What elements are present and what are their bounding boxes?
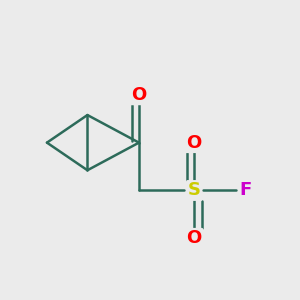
Text: O: O: [187, 134, 202, 152]
Text: O: O: [131, 86, 147, 104]
Text: O: O: [187, 229, 202, 247]
Text: S: S: [188, 182, 201, 200]
Text: F: F: [240, 182, 252, 200]
